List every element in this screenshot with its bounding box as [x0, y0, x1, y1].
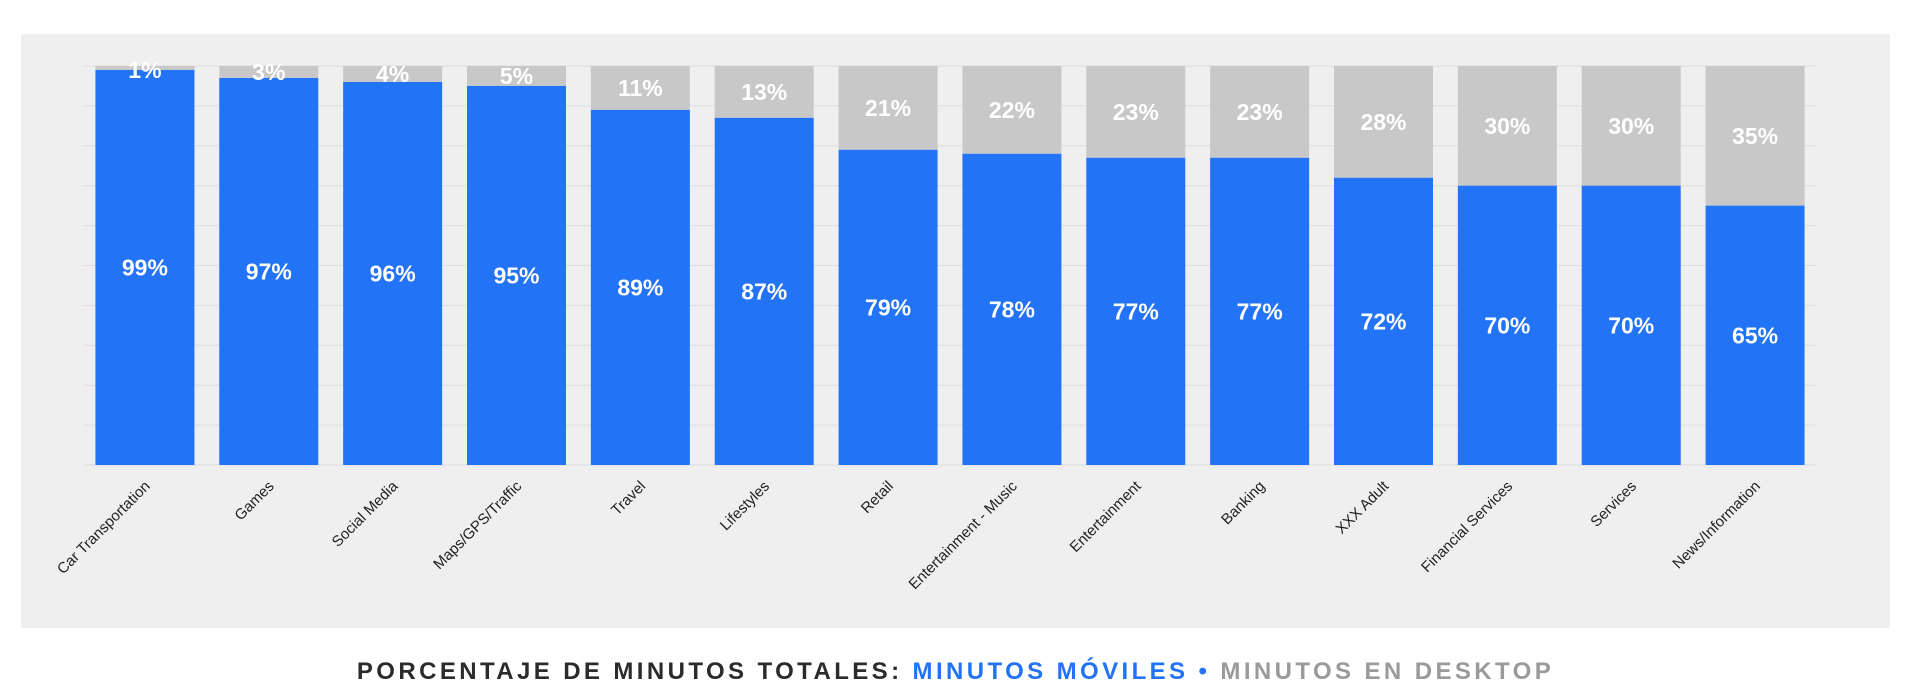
bar-desktop: [343, 66, 443, 82]
data-label-desktop: 35%: [1732, 123, 1778, 149]
data-label-desktop: 21%: [865, 95, 911, 121]
bar-mobile: [1086, 157, 1186, 465]
data-labels: 1% 99% 3% 97% 4% 96% 5% 95% 11% 89% 13% 87% 21% 79% 22…: [122, 57, 1778, 348]
data-label-mobile: 99%: [122, 254, 168, 280]
data-label-desktop: 23%: [1237, 99, 1283, 125]
data-label-desktop: 22%: [989, 97, 1035, 123]
bar-desktop: [219, 66, 319, 78]
category-label: Car Transportation: [54, 478, 154, 578]
bar-desktop: [714, 66, 814, 118]
category-label: Social Media: [329, 477, 402, 550]
category-label: Banking: [1218, 478, 1268, 528]
bars: [95, 66, 1805, 466]
bar-mobile: [1210, 157, 1310, 465]
category-label: Lifestyles: [717, 478, 773, 534]
data-label-mobile: 77%: [1113, 298, 1159, 324]
category-label: Entertainment: [1067, 477, 1146, 556]
bar-mobile: [467, 85, 566, 465]
bar-mobile: [1457, 185, 1557, 465]
bar-desktop: [467, 66, 566, 86]
data-label-mobile: 79%: [865, 294, 911, 320]
category-label: Maps/GPS/Traffic: [430, 477, 525, 572]
bar-desktop: [962, 66, 1062, 154]
data-label-desktop: 11%: [618, 75, 663, 101]
category-label: Financial Services: [1418, 478, 1516, 576]
bar-mobile: [1705, 205, 1805, 465]
category-label: News/Information: [1669, 478, 1764, 573]
bar-mobile: [838, 149, 938, 465]
data-label-mobile: 77%: [1237, 298, 1283, 324]
data-label-desktop: 23%: [1113, 99, 1159, 125]
data-label-mobile: 97%: [246, 258, 292, 284]
category-label: Services: [1587, 478, 1640, 531]
data-label-desktop: 1%: [128, 57, 161, 83]
bar-mobile: [714, 117, 814, 466]
data-label-mobile: 89%: [617, 274, 663, 300]
data-label-mobile: 70%: [1484, 312, 1530, 338]
legend-separator: •: [1198, 658, 1211, 685]
chart-panel: 1% 99% 3% 97% 4% 96% 5% 95% 11% 89% 13% 87% 21% 79% 22…: [21, 34, 1890, 628]
bar-mobile: [1334, 177, 1433, 465]
bar-mobile: [95, 69, 195, 466]
data-label-mobile: 65%: [1732, 322, 1778, 348]
category-label: Retail: [858, 478, 897, 517]
category-label: Games: [231, 478, 277, 524]
category-label: Travel: [608, 478, 649, 519]
data-label-mobile: 95%: [493, 262, 539, 288]
data-label-desktop: 5%: [500, 63, 533, 89]
legend-desktop-label: MINUTOS EN DESKTOP: [1220, 658, 1555, 685]
data-label-mobile: 96%: [370, 260, 416, 286]
bar-mobile: [343, 81, 443, 466]
bar-desktop: [1210, 66, 1310, 158]
category-label: Entertainment - Music: [906, 477, 1022, 593]
data-label-desktop: 30%: [1484, 113, 1530, 139]
bar-desktop: [590, 66, 690, 110]
bar-desktop: [1581, 66, 1681, 186]
data-label-desktop: 28%: [1360, 109, 1406, 135]
bar-mobile: [590, 109, 690, 465]
bar-mobile: [962, 153, 1062, 465]
data-label-mobile: 70%: [1608, 312, 1654, 338]
bar-desktop: [1334, 66, 1433, 178]
data-label-desktop: 13%: [741, 79, 787, 105]
bar-desktop: [95, 66, 195, 70]
gridlines: [83, 65, 1817, 466]
data-label-desktop: 3%: [252, 59, 285, 85]
data-label-desktop: 30%: [1608, 113, 1654, 139]
legend-mobile-label: MINUTOS MÓVILES: [912, 658, 1189, 685]
data-label-desktop: 4%: [376, 61, 409, 87]
data-label-mobile: 78%: [989, 296, 1035, 322]
bar-desktop: [1705, 66, 1805, 206]
stacked-bar-chart: 1% 99% 3% 97% 4% 96% 5% 95% 11% 89% 13% 87% 21% 79% 22…: [54, 57, 1817, 593]
category-label: XXX Adult: [1333, 477, 1393, 537]
bar-mobile: [219, 77, 319, 465]
legend: PORCENTAJE DE MINUTOS TOTALES: MINUTOS M…: [0, 658, 1911, 686]
bar-desktop: [1086, 66, 1186, 158]
category-labels: Car Transportation Games Social Media Maps/…: [54, 477, 1764, 593]
bar-desktop: [1457, 66, 1557, 186]
data-label-mobile: 72%: [1360, 308, 1406, 334]
data-label-mobile: 87%: [741, 278, 787, 304]
bar-desktop: [838, 66, 938, 150]
bar-mobile: [1581, 185, 1681, 465]
legend-prefix: PORCENTAJE DE MINUTOS TOTALES:: [356, 658, 903, 685]
